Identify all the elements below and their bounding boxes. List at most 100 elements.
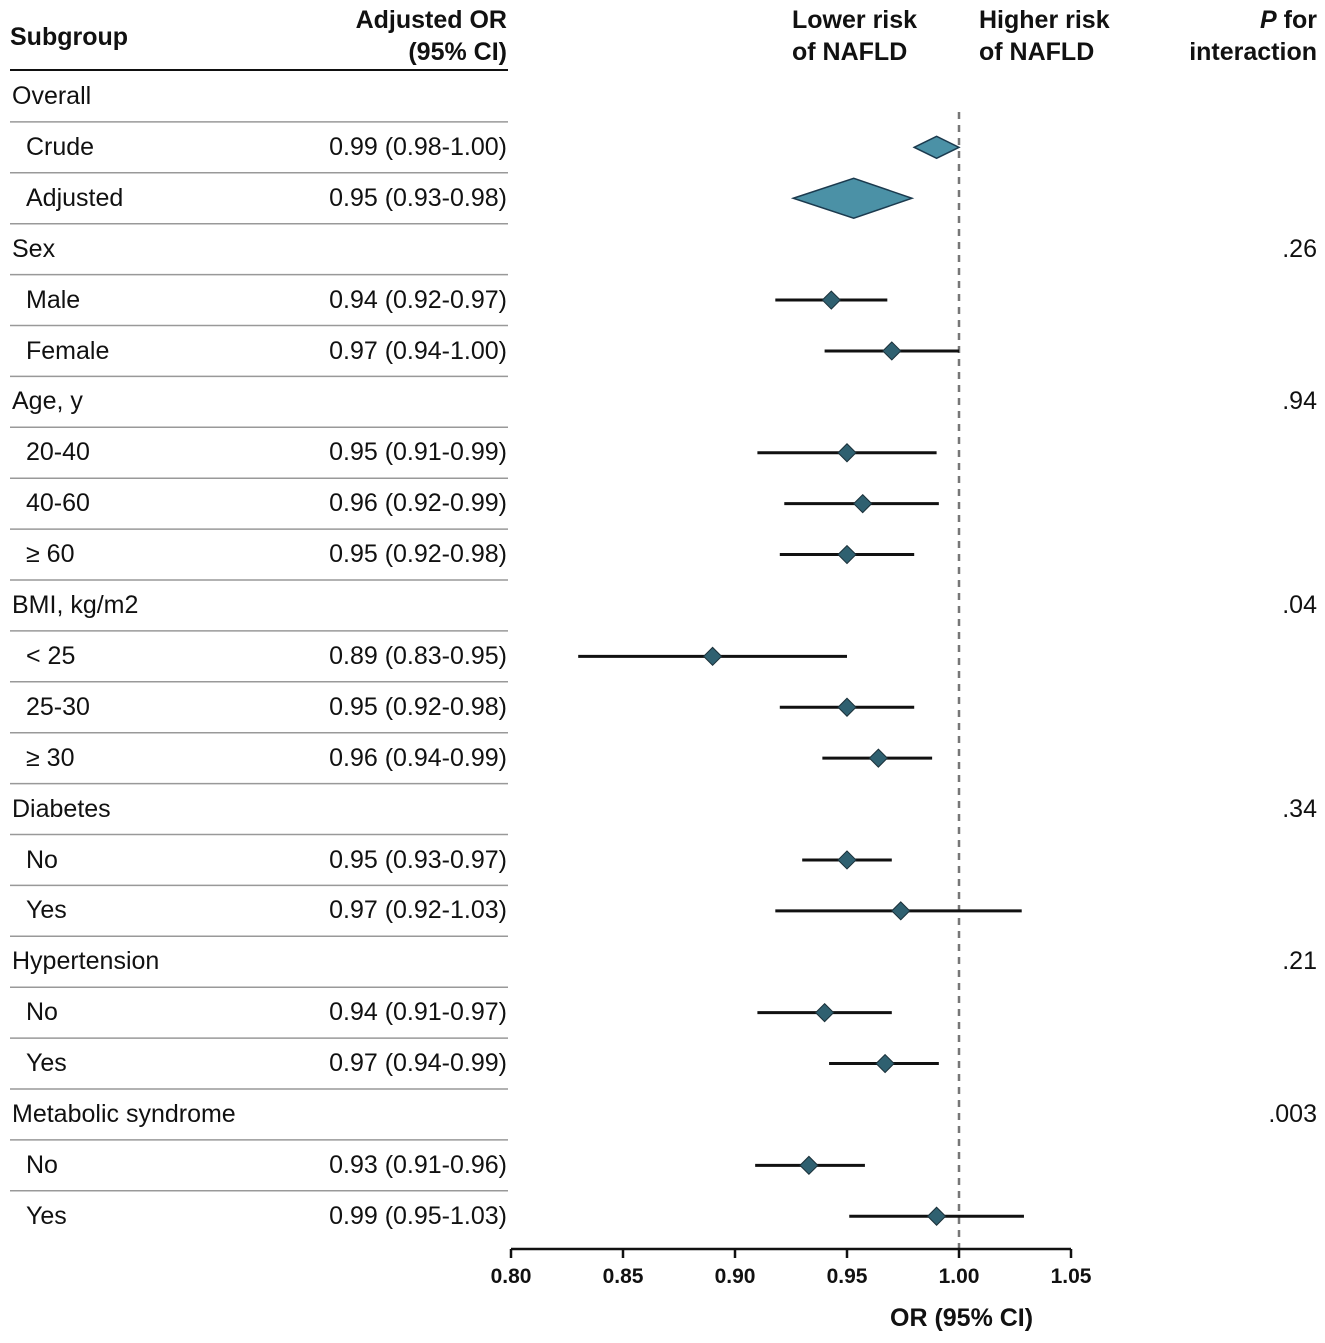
or-estimate: 0.99 (0.98-1.00) <box>329 132 507 161</box>
subgroup-row: ≥ 60 0.95 (0.92-0.98) <box>0 529 1325 580</box>
group-row: Hypertension .21 <box>0 936 1325 987</box>
point-estimate <box>868 748 889 768</box>
x-tick-label: 0.80 <box>491 1265 532 1288</box>
subgroup-row: No 0.95 (0.93-0.97) <box>0 835 1325 886</box>
p-interaction-value: .21 <box>1282 947 1317 976</box>
point-estimate <box>882 341 902 361</box>
point-estimate <box>875 1053 895 1074</box>
or-estimate: 0.93 (0.91-0.96) <box>329 1150 507 1179</box>
row-label: ≥ 30 <box>26 743 75 772</box>
subgroup-row: < 25 0.89 (0.83-0.95) <box>0 631 1325 682</box>
header-adjusted-or-line2: (95% CI) <box>408 38 507 66</box>
or-estimate: 0.95 (0.92-0.98) <box>329 540 507 569</box>
or-estimate: 0.97 (0.92-1.03) <box>329 896 507 925</box>
point-estimate <box>852 493 873 514</box>
header-higher-risk-line1: Higher risk <box>979 6 1110 34</box>
row-label: Hypertension <box>12 947 160 976</box>
row-label: Crude <box>26 132 95 161</box>
subgroup-row: 25-30 0.95 (0.92-0.98) <box>0 682 1325 733</box>
row-label: No <box>26 1150 58 1179</box>
row-label: 20-40 <box>26 438 90 467</box>
or-estimate: 0.95 (0.93-0.98) <box>329 183 507 212</box>
point-estimate <box>926 1206 947 1226</box>
header-higher-risk: Higher risk of NAFLD <box>979 4 1110 68</box>
header-higher-risk-line2: of NAFLD <box>979 38 1095 66</box>
header-p-interaction: P for interaction <box>1189 4 1317 68</box>
or-estimate: 0.96 (0.92-0.99) <box>329 489 507 518</box>
or-estimate: 0.95 (0.92-0.98) <box>329 692 507 721</box>
or-estimate: 0.96 (0.94-0.99) <box>329 743 507 772</box>
row-label: Metabolic syndrome <box>12 1100 236 1128</box>
or-estimate: 0.89 (0.83-0.95) <box>329 641 507 670</box>
row-label: Adjusted <box>26 183 124 212</box>
row-label: Diabetes <box>12 794 111 823</box>
header-p-italic: P <box>1260 6 1277 34</box>
group-row: BMI, kg/m2 .04 <box>0 580 1325 631</box>
row-label: < 25 <box>26 641 76 670</box>
point-estimate <box>837 443 857 463</box>
x-tick-label: 1.00 <box>939 1265 980 1288</box>
subgroup-row: 20-40 0.95 (0.91-0.99) <box>0 427 1325 478</box>
p-interaction-value: .04 <box>1282 591 1317 619</box>
row-label: No <box>26 845 58 874</box>
or-estimate: 0.94 (0.91-0.97) <box>329 998 507 1027</box>
summary-diamond <box>790 177 915 220</box>
point-estimate <box>891 901 911 921</box>
header-p-interaction-line2: interaction <box>1189 38 1317 66</box>
header-lower-risk-line2: of NAFLD <box>792 38 908 66</box>
subgroup-row: Male 0.94 (0.92-0.97) <box>0 275 1325 326</box>
p-interaction-value: .94 <box>1282 387 1317 416</box>
header-adjusted-or-line1: Adjusted OR <box>355 6 507 34</box>
group-row: Metabolic syndrome .003 <box>0 1089 1325 1140</box>
header-p-interaction-line1: P for <box>1189 4 1317 36</box>
subgroup-row: Female 0.97 (0.94-1.00) <box>0 326 1325 377</box>
header-adjusted-or: Adjusted OR (95% CI) <box>356 4 507 68</box>
row-label: 40-60 <box>26 489 90 518</box>
point-estimate <box>837 850 857 870</box>
x-tick-label: 0.90 <box>715 1265 756 1288</box>
group-row: Sex .26 <box>0 224 1325 275</box>
group-row: Age, y .94 <box>0 376 1325 427</box>
p-interaction-value: .26 <box>1282 234 1317 263</box>
x-axis-title: OR (95% CI) <box>890 1304 1034 1332</box>
or-estimate: 0.95 (0.93-0.97) <box>329 845 507 874</box>
subgroup-row: No 0.93 (0.91-0.96) <box>0 1140 1325 1191</box>
row-label: Overall <box>12 82 92 110</box>
row-label: BMI, kg/m2 <box>12 591 139 619</box>
x-tick-label: 1.05 <box>1051 1265 1092 1288</box>
header-lower-risk-line1: Lower risk <box>792 6 918 34</box>
or-estimate: 0.97 (0.94-1.00) <box>329 336 507 365</box>
p-interaction-value: .34 <box>1282 794 1317 823</box>
group-row: Overall <box>0 71 1325 122</box>
header-lower-risk: Lower risk of NAFLD <box>792 4 917 68</box>
point-estimate <box>814 1002 835 1023</box>
plot-marks <box>578 135 1024 1226</box>
row-label: Yes <box>26 896 67 925</box>
point-estimate <box>837 697 857 717</box>
group-row: Diabetes .34 <box>0 784 1325 835</box>
x-axis: 0.80 0.85 0.90 0.95 1.00 1.05 <box>491 1247 1092 1288</box>
subgroup-row: 40-60 0.96 (0.92-0.99) <box>0 478 1325 529</box>
row-label: Yes <box>26 1049 67 1078</box>
row-label: No <box>26 998 58 1027</box>
point-estimate <box>837 544 857 565</box>
row-label: Yes <box>26 1201 67 1230</box>
header-subgroup: Subgroup <box>10 23 129 51</box>
or-estimate: 0.97 (0.94-0.99) <box>329 1049 507 1078</box>
row-label: 25-30 <box>26 692 90 721</box>
subgroup-row: Yes 0.97 (0.92-1.03) <box>0 885 1325 936</box>
or-estimate: 0.99 (0.95-1.03) <box>329 1201 507 1230</box>
or-estimate: 0.95 (0.91-0.99) <box>329 438 507 467</box>
point-estimate <box>821 290 842 310</box>
subgroup-row: ≥ 30 0.96 (0.94-0.99) <box>0 733 1325 784</box>
summary-diamond <box>912 135 961 160</box>
subgroup-row: Adjusted 0.95 (0.93-0.98) <box>0 173 1325 224</box>
row-label: ≥ 60 <box>26 540 75 569</box>
point-estimate <box>702 646 723 667</box>
row-label: Female <box>26 336 110 365</box>
or-estimate: 0.94 (0.92-0.97) <box>329 285 507 314</box>
subgroup-row: Yes 0.97 (0.94-0.99) <box>0 1038 1325 1089</box>
x-tick-label: 0.85 <box>603 1265 644 1288</box>
row-label: Sex <box>12 234 56 263</box>
